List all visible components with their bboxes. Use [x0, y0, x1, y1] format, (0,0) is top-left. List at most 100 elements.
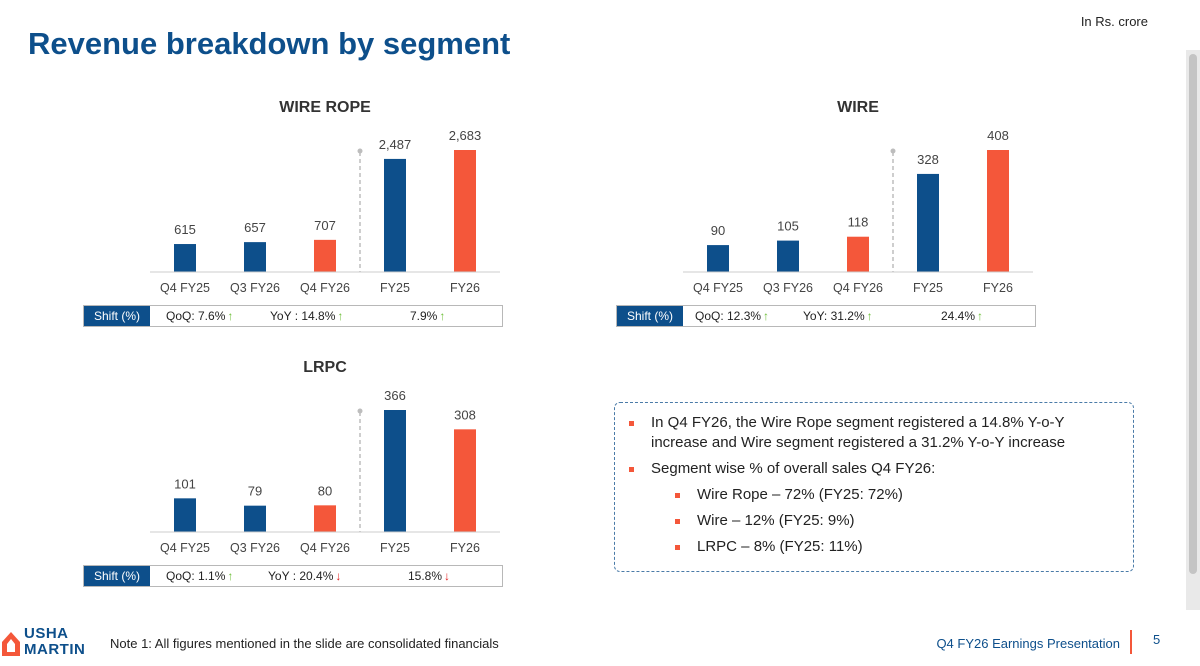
- bullet-icon: [675, 493, 680, 498]
- category-label: FY25: [380, 541, 410, 555]
- separator-dot: [357, 408, 363, 414]
- arrow-up-icon: ↑: [337, 309, 344, 323]
- note-bullet: Segment wise % of overall sales Q4 FY26:: [629, 459, 1121, 479]
- page-number: 5: [1153, 632, 1161, 647]
- category-label: Q3 FY26: [230, 281, 280, 295]
- category-label: Q4 FY25: [160, 281, 210, 295]
- separator-dot: [357, 148, 363, 154]
- presentation-title: Q4 FY26 Earnings Presentation: [936, 636, 1120, 651]
- usha-martin-logo: USHA MARTIN: [0, 624, 100, 664]
- bar: [987, 150, 1009, 272]
- shift-annual: 15.8% ↓: [408, 566, 450, 586]
- data-label: 79: [248, 484, 262, 499]
- bullet-icon: [675, 519, 680, 524]
- bar: [384, 410, 406, 532]
- bar: [847, 236, 869, 272]
- category-label: Q3 FY26: [763, 281, 813, 295]
- category-label: FY25: [380, 281, 410, 295]
- logo-text-line1: USHA: [24, 625, 69, 642]
- shift-table-wire: Shift (%) QoQ: 12.3% ↑ YoY: 31.2% ↑ 24.4% ↑: [616, 305, 1036, 327]
- arrow-up-icon: ↑: [977, 309, 984, 323]
- bar: [454, 150, 476, 272]
- data-label: 328: [917, 152, 939, 167]
- yoy-value: YoY : 14.8%: [270, 309, 336, 323]
- category-label: Q4 FY26: [300, 541, 350, 555]
- note-text: Segment wise % of overall sales Q4 FY26:: [651, 460, 936, 477]
- separator-dot: [890, 148, 896, 154]
- data-label: 118: [848, 215, 869, 230]
- shift-yoy: YoY : 20.4% ↓: [268, 566, 341, 586]
- shift-table-wire-rope: Shift (%) QoQ: 7.6% ↑ YoY : 14.8% ↑ 7.9% ↑: [83, 305, 503, 327]
- bar: [314, 505, 336, 532]
- chart-title: WIRE: [837, 99, 879, 116]
- shift-qoq: QoQ: 7.6% ↑: [166, 306, 233, 326]
- shift-annual: 24.4% ↑: [941, 306, 983, 326]
- arrow-up-icon: ↑: [866, 309, 873, 323]
- bar: [707, 245, 729, 272]
- bullet-icon: [675, 545, 680, 550]
- vertical-scrollbar[interactable]: [1186, 50, 1200, 610]
- data-label: 105: [777, 219, 799, 234]
- qoq-value: QoQ: 12.3%: [695, 309, 762, 323]
- shift-qoq: QoQ: 1.1% ↑: [166, 566, 233, 586]
- bar: [777, 240, 799, 272]
- wire-rope-chart-svg: WIRE ROPE 615 Q4 FY25 657 Q3 FY26 707 Q4 FY26 2…: [150, 99, 500, 295]
- category-label: Q4 FY25: [160, 541, 210, 555]
- category-label: FY26: [450, 541, 480, 555]
- logo-mark-icon: [2, 632, 20, 656]
- bar: [454, 429, 476, 532]
- chart-title: WIRE ROPE: [279, 99, 371, 116]
- logo-text-line2: MARTIN: [24, 641, 86, 658]
- shift-label: Shift (%): [84, 566, 150, 586]
- shift-qoq: QoQ: 12.3% ↑: [695, 306, 769, 326]
- note-sub-bullet: LRPC – 8% (FY25: 11%): [629, 537, 1121, 557]
- chart-wire-rope: WIRE ROPE 615 Q4 FY25 657 Q3 FY26 707 Q4 FY26 2…: [150, 92, 510, 304]
- data-label: 90: [711, 223, 725, 238]
- data-label: 657: [244, 220, 266, 235]
- arrow-down-icon: ↓: [444, 569, 451, 583]
- bar: [244, 505, 266, 532]
- yoy-value: YoY : 20.4%: [268, 569, 334, 583]
- scrollbar-thumb[interactable]: [1189, 54, 1197, 574]
- note-bullet: In Q4 FY26, the Wire Rope segment regist…: [629, 413, 1121, 453]
- arrow-up-icon: ↑: [439, 309, 446, 323]
- bar: [244, 242, 266, 272]
- qoq-value: QoQ: 7.6%: [166, 309, 226, 323]
- note-sub-bullet: Wire – 12% (FY25: 9%): [629, 511, 1121, 531]
- bar: [174, 244, 196, 272]
- page-title: Revenue breakdown by segment: [28, 26, 511, 61]
- data-label: 101: [174, 476, 196, 491]
- shift-label: Shift (%): [84, 306, 150, 326]
- commentary-box: In Q4 FY26, the Wire Rope segment regist…: [614, 402, 1134, 572]
- arrow-up-icon: ↑: [227, 309, 234, 323]
- data-label: 308: [454, 407, 476, 422]
- note-text: Wire – 12% (FY25: 9%): [697, 512, 855, 529]
- shift-annual: 7.9% ↑: [410, 306, 445, 326]
- footer-note: Note 1: All figures mentioned in the sli…: [110, 636, 499, 651]
- bullet-icon: [629, 467, 634, 472]
- note-text: LRPC – 8% (FY25: 11%): [697, 538, 863, 555]
- chart-title: LRPC: [303, 359, 347, 376]
- note-text: Wire Rope – 72% (FY25: 72%): [697, 486, 903, 503]
- data-label: 408: [987, 128, 1009, 143]
- yoy-value: YoY: 31.2%: [803, 309, 865, 323]
- chart-wire: WIRE 90 Q4 FY25 105 Q3 FY26 118 Q4 FY26 328 FY25…: [683, 92, 1043, 304]
- annual-value: 7.9%: [410, 309, 438, 323]
- note-text: In Q4 FY26, the Wire Rope segment regist…: [651, 414, 1066, 451]
- category-label: Q3 FY26: [230, 541, 280, 555]
- chart-lrpc: LRPC 101 Q4 FY25 79 Q3 FY26 80 Q4 FY26 366 FY25 3…: [150, 352, 510, 564]
- data-label: 80: [318, 483, 332, 498]
- annual-value: 15.8%: [408, 569, 443, 583]
- bar: [917, 173, 939, 272]
- data-label: 2,487: [379, 137, 412, 152]
- wire-chart-svg: WIRE 90 Q4 FY25 105 Q3 FY26 118 Q4 FY26 328 FY25…: [683, 99, 1033, 295]
- category-label: Q4 FY26: [833, 281, 883, 295]
- category-label: FY25: [913, 281, 943, 295]
- data-label: 366: [384, 388, 406, 403]
- bar: [384, 158, 406, 272]
- qoq-value: QoQ: 1.1%: [166, 569, 226, 583]
- arrow-up-icon: ↑: [763, 309, 770, 323]
- category-label: FY26: [983, 281, 1013, 295]
- bullet-icon: [629, 421, 634, 426]
- unit-label: In Rs. crore: [1080, 14, 1148, 29]
